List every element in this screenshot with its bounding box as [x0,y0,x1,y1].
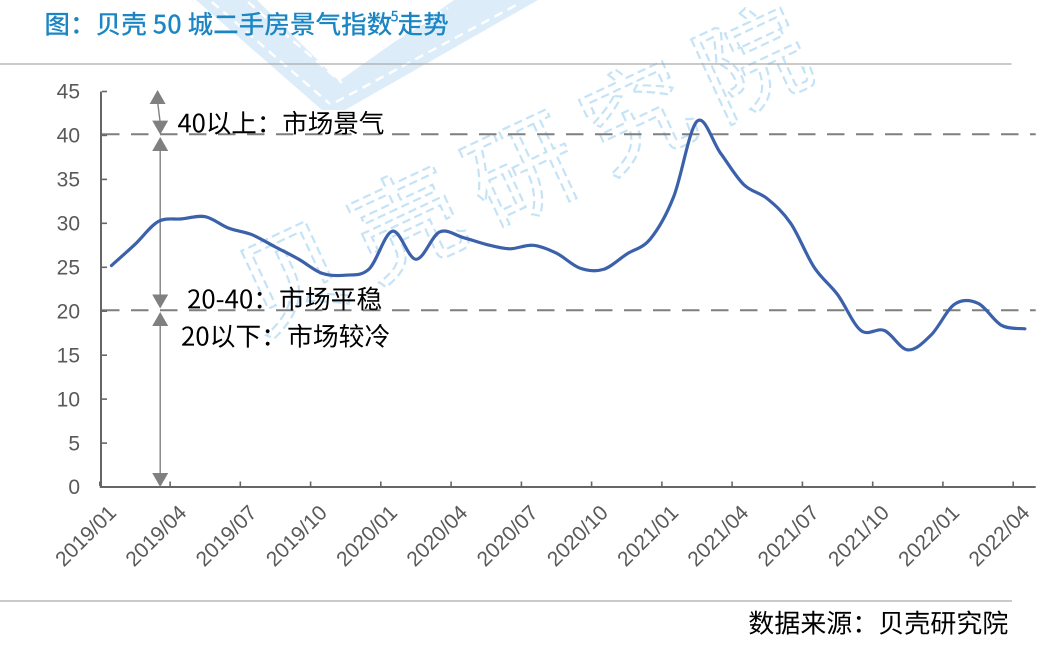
svg-text:30: 30 [57,213,80,236]
svg-text:10: 10 [57,388,80,411]
svg-text:35: 35 [57,169,80,192]
svg-text:20: 20 [57,300,80,323]
svg-text:45: 45 [57,81,80,104]
svg-text:40: 40 [57,125,80,148]
svg-text:25: 25 [57,257,80,280]
svg-text:0: 0 [68,476,80,499]
svg-text:5: 5 [68,432,80,455]
svg-text:15: 15 [57,344,80,367]
